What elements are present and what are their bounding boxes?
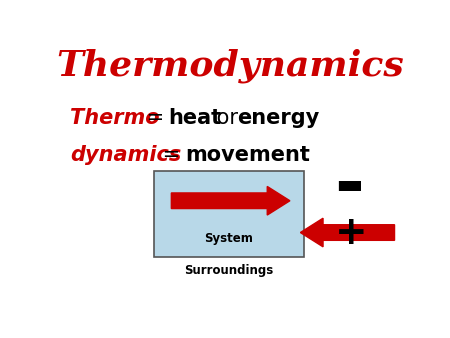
Text: +: + bbox=[335, 214, 367, 251]
Text: =: = bbox=[140, 108, 177, 128]
Text: energy: energy bbox=[237, 108, 319, 128]
FancyArrow shape bbox=[301, 218, 395, 247]
Text: -: - bbox=[334, 152, 364, 221]
Text: heat: heat bbox=[169, 108, 222, 128]
FancyArrow shape bbox=[171, 187, 290, 215]
Text: System: System bbox=[204, 232, 253, 245]
Text: or: or bbox=[210, 108, 244, 128]
Text: =: = bbox=[157, 145, 194, 165]
Text: Thermodynamics: Thermodynamics bbox=[57, 48, 405, 83]
Bar bbox=[154, 171, 304, 257]
Text: Surroundings: Surroundings bbox=[184, 264, 274, 277]
Text: Thermo: Thermo bbox=[70, 108, 160, 128]
Text: movement: movement bbox=[185, 145, 310, 165]
Text: dynamics: dynamics bbox=[70, 145, 181, 165]
